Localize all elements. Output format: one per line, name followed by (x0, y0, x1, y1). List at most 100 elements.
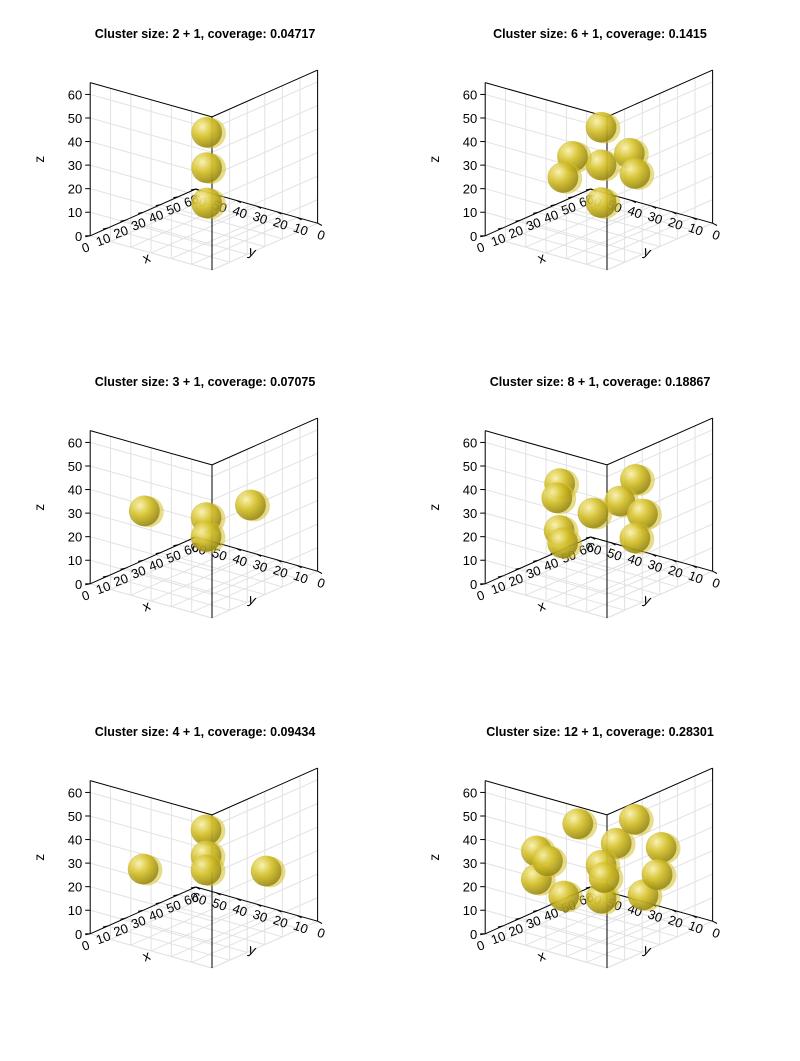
chart-title: Cluster size: 4 + 1, coverage: 0.09434 (95, 725, 316, 739)
z-tick-label: 10 (68, 903, 82, 918)
grid-line (485, 933, 608, 969)
x-tick-label: 40 (147, 905, 166, 924)
grid-line (211, 500, 318, 548)
data-points (520, 803, 681, 915)
data-points (191, 116, 226, 220)
x-tick-label: 0 (80, 239, 92, 256)
sphere-point (577, 497, 613, 530)
grid-line (606, 199, 713, 247)
x-tick-label: 50 (164, 547, 183, 566)
z-tick-label: 30 (463, 856, 477, 871)
z-tick-label: 20 (463, 530, 477, 545)
y-tick (610, 542, 616, 546)
chart-3d: 010203040506001020304050600102030405060x… (426, 27, 722, 271)
grid-line (191, 915, 298, 963)
y-tick-label: 20 (666, 912, 685, 931)
grid-line (90, 933, 213, 969)
grid-line (485, 235, 608, 271)
x-tick-label: 30 (524, 913, 543, 932)
y-tick-label: 30 (646, 556, 665, 575)
x-tick-label: 40 (542, 207, 561, 226)
x-tick-label: 50 (164, 199, 183, 218)
x-tick (497, 227, 503, 230)
sphere-point (619, 522, 655, 555)
z-tick-label: 50 (68, 809, 82, 824)
y-tick-label: 30 (646, 208, 665, 227)
grid-line (90, 536, 213, 572)
sphere-point (190, 521, 226, 553)
grid-line (90, 559, 213, 595)
chart-panel: 010203040506001020304050600102030405060x… (395, 0, 795, 350)
x-tick-label: 20 (506, 570, 525, 589)
y-tick-label: 30 (251, 906, 270, 925)
sphere-point (128, 495, 164, 528)
y-axis-label: y (641, 941, 653, 958)
z-axis-label: z (426, 854, 442, 861)
sphere-point (127, 853, 163, 886)
y-axis-label: y (246, 591, 258, 608)
chart-3d: 010203040506001020304050600102030405060x… (426, 375, 722, 619)
x-tick (515, 567, 521, 570)
chart-title: Cluster size: 12 + 1, coverage: 0.28301 (486, 725, 714, 739)
grid-line (90, 815, 213, 851)
y-tick (276, 559, 282, 563)
x-axis-label: x (535, 249, 547, 266)
data-points (128, 489, 270, 553)
grid-line (586, 217, 693, 265)
x-tick-label: 0 (80, 587, 92, 604)
sphere-point (190, 854, 226, 887)
y-tick (671, 909, 677, 913)
y-tick (712, 222, 718, 226)
grid-line (586, 565, 693, 613)
z-tick-label: 0 (470, 927, 477, 942)
y-tick-label: 10 (291, 220, 310, 239)
grid-line (485, 909, 608, 945)
y-tick-label: 50 (210, 895, 229, 914)
x-tick (533, 559, 539, 562)
grid-line (606, 81, 713, 130)
z-tick-label: 30 (68, 506, 82, 521)
y-tick-label: 40 (231, 901, 250, 920)
x-tick (120, 567, 126, 570)
x-tick-label: 40 (147, 555, 166, 574)
y-tick (297, 217, 302, 221)
grid-line (211, 920, 318, 969)
y-tick (712, 920, 718, 924)
z-tick-label: 0 (75, 577, 82, 592)
x-tick-label: 50 (559, 199, 578, 218)
z-tick-label: 10 (68, 553, 82, 568)
y-tick-label: 0 (710, 227, 722, 244)
y-tick (297, 915, 302, 919)
grid-line (110, 542, 217, 590)
sphere-point (548, 880, 584, 913)
grid-line (566, 211, 673, 260)
grid-line (606, 523, 713, 572)
x-axis-label: x (140, 597, 152, 614)
grid-line (525, 547, 632, 596)
x-tick-label: 10 (489, 578, 508, 597)
grid-line (90, 909, 213, 945)
axis-edge (485, 430, 608, 466)
x-tick-label: 30 (524, 215, 543, 234)
y-tick (256, 553, 262, 557)
y-tick (317, 920, 323, 924)
y-tick (256, 205, 262, 209)
z-tick-label: 0 (75, 229, 82, 244)
grid-line (171, 559, 278, 608)
sphere-point (190, 814, 226, 847)
x-tick (585, 886, 591, 889)
x-tick-label: 0 (475, 587, 487, 604)
grid-line (566, 909, 673, 958)
z-tick-label: 30 (463, 506, 477, 521)
z-tick-label: 20 (68, 880, 82, 895)
x-tick (138, 909, 144, 912)
y-axis-label: y (641, 591, 653, 608)
z-tick-label: 50 (463, 459, 477, 474)
y-tick (215, 892, 221, 896)
axis-edge (606, 417, 713, 466)
sphere-point (562, 808, 598, 841)
y-tick-label: 30 (251, 208, 270, 227)
y-tick-label: 60 (190, 889, 209, 908)
